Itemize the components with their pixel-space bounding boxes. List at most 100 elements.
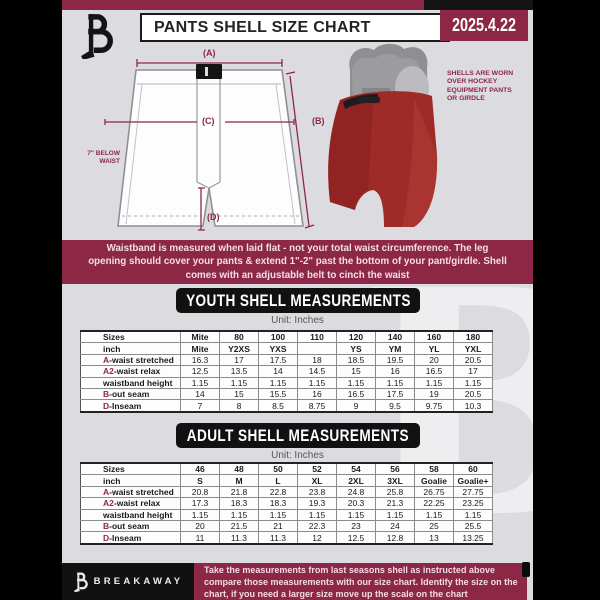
row-label: Sizes [80,462,181,476]
row-label-prefix: A2 [103,366,114,377]
cell-value: 1.15 [414,508,454,521]
adult-measurements-table: Sizes 46 48 50 52 54 56 58 60 inch S M L XL 2XL 3XL Goal… [80,462,493,545]
cell-value: 14 [180,387,220,401]
cell-value: 12 [297,531,337,545]
cell-value: 11 [180,531,220,545]
date-text: 2025.4.22 [451,15,517,35]
cell-value: 21.5 [219,519,259,533]
cell-value: 110 [297,330,337,344]
adult-section-title: ADULT SHELL MEASUREMENTS [176,423,420,448]
shorts-outline [117,69,304,227]
cell-value: 1.15 [297,508,337,521]
cell-value: 9.75 [414,399,454,413]
row-label: A-waist stretched [80,353,181,367]
cell-value: 22.25 [414,497,454,510]
cell-value: 1.15 [258,508,298,521]
cell-value: 12.5 [336,531,376,545]
cell-value: 50 [258,462,298,476]
adult-title-text: ADULT SHELL MEASUREMENTS [186,425,410,445]
cell-value: 10.3 [453,399,493,413]
cell-value: S [180,474,220,487]
page-title-text: PANTS SHELL SIZE CHART [154,18,371,36]
cell-value: 15 [336,365,376,378]
row-label: A2-waist relax [80,365,181,378]
cell-value: 19.3 [297,497,337,510]
cell-value: 22.8 [258,485,298,499]
cell-value: 20 [180,519,220,533]
cell-value: 180 [453,330,493,344]
adult-unit-label: Unit: Inches [271,450,324,461]
cell-value: 26.75 [414,485,454,499]
row-label: A-waist stretched [80,485,181,499]
cell-value: 17 [453,365,493,378]
youth-measurements-table: Sizes Mite 80 100 110 120 140 160 180 inch Mite Y2X… [80,330,493,413]
cell-value: 24 [375,519,415,533]
table-row: inch S M L XL 2XL 3XL Goalie Goalie+ [80,474,493,487]
cell-value: 100 [258,330,298,344]
cell-value: 24.8 [336,485,376,499]
cell-value: 16.3 [180,353,220,367]
cell-value: 15 [219,387,259,401]
cell-value: XL [297,474,337,487]
table-row: waistband height 1.15 1.15 1.15 1.15 1.15 1.15… [80,376,493,389]
row-label-prefix: B [103,521,110,532]
cell-value: YM [375,342,415,355]
breakaway-logo-small-icon [73,571,88,592]
cell-value: 46 [180,462,220,476]
cell-value: 56 [375,462,415,476]
cell-value: 14 [258,365,298,378]
cell-value: Goalie [414,474,454,487]
cell-value: 15.5 [258,387,298,401]
cell-value: 1.15 [414,376,454,389]
page-title: PANTS SHELL SIZE CHART [140,13,450,42]
cell-value: 140 [375,330,415,344]
cell-value: YS [336,342,376,355]
cell-value: 1.15 [453,376,493,389]
cell-value: 20 [414,353,454,367]
cell-value: Mite [180,330,220,344]
row-label-prefix: D [103,532,110,543]
cell-value: 18.3 [219,497,259,510]
cell-value: 17.5 [258,353,298,367]
label-d: (D) [207,212,220,222]
size-chart-page: PANTS SHELL SIZE CHART 2025.4.22 [62,0,533,600]
cell-value: 17.3 [180,497,220,510]
cell-value: 1.15 [336,508,376,521]
cell-value: 14.5 [297,365,337,378]
cell-value: 19 [414,387,454,401]
table-row: B-out seam 20 21.5 21 22.3 23 24 25 25.5 [80,519,493,533]
cell-value: 22.3 [297,519,337,533]
row-label: D-Inseam [80,399,181,413]
table-row: A-waist stretched 20.8 21.8 22.8 23.8 24.8 25.… [80,485,493,499]
youth-section-title: YOUTH SHELL MEASUREMENTS [176,288,420,313]
cell-value: 21.3 [375,497,415,510]
cell-value: 1.15 [375,376,415,389]
cell-value: 1.15 [219,376,259,389]
row-label-prefix: A [103,486,110,497]
cell-value: 11.3 [258,531,298,545]
cell-value: 25 [414,519,454,533]
table-row: Sizes 46 48 50 52 54 56 58 60 [80,462,493,476]
label-b: (B) [312,116,325,126]
row-label: waistband height [80,376,181,389]
row-label: D-Inseam [80,531,181,545]
cell-value: 80 [219,330,259,344]
table-row: D-Inseam 7 8 8.5 8.75 9 9.5 9.75 10.3 [80,399,493,413]
cell-value: 25.8 [375,485,415,499]
footer-notch [522,562,530,577]
cell-value: 9 [336,399,376,413]
cell-value: 7 [180,399,220,413]
row-label: A2-waist relax [80,497,181,510]
cell-value: 27.75 [453,485,493,499]
cell-value: 8.5 [258,399,298,413]
cell-value: YL [414,342,454,355]
cell-value: 58 [414,462,454,476]
table-row: A-waist stretched 16.3 17 17.5 18 18.5 19.5 20 2… [80,353,493,367]
row-label-prefix: B [103,389,110,400]
cell-value: 13.5 [219,365,259,378]
measurement-diagram: (A) (B) (C) (D) 7" BELOW WAIST SHELLS AR… [62,40,533,240]
date-badge: 2025.4.22 [440,10,528,41]
cell-value: 54 [336,462,376,476]
cell-value: Mite [180,342,220,355]
row-label: inch [80,474,181,487]
